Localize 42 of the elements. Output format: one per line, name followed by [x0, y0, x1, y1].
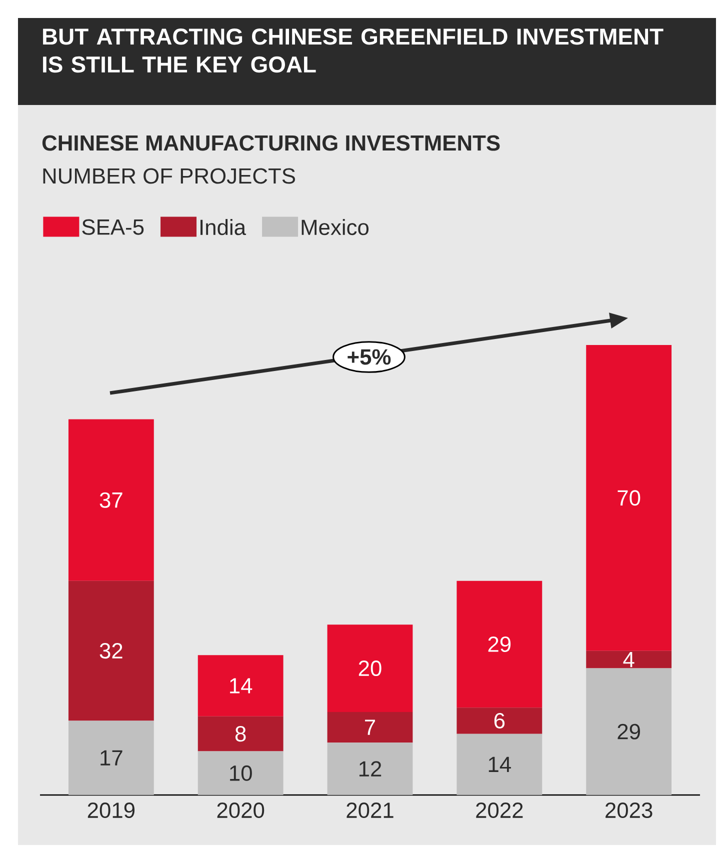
data-label: 29 [488, 636, 511, 652]
legend-label: Mexico [302, 219, 369, 236]
bar [68, 720, 154, 795]
bar [456, 580, 542, 708]
bar [198, 751, 284, 795]
bar [198, 716, 284, 752]
data-label: 17 [100, 750, 122, 766]
bar [327, 712, 413, 743]
bar [198, 655, 284, 716]
data-label: 12 [359, 761, 382, 776]
x-tick-label: 2020 [217, 802, 264, 818]
bar [327, 742, 413, 795]
chart-subtitle: CHINESE MANUFACTURING INVESTMENTS [42, 135, 500, 151]
x-tick-label: 2023 [606, 802, 652, 818]
data-label: 7 [365, 720, 375, 735]
bar [68, 419, 154, 581]
data-label: 8 [235, 726, 246, 742]
bar [456, 734, 542, 795]
data-label: 20 [358, 660, 382, 676]
bar [456, 708, 542, 734]
x-tick-label: 2019 [88, 802, 135, 818]
data-label: 37 [100, 492, 122, 508]
text: NUMBER OF PROJECTS [43, 168, 295, 184]
data-label: 6 [494, 712, 505, 728]
bar [586, 650, 672, 668]
data-label: 14 [488, 756, 511, 772]
bar [586, 668, 672, 795]
x-tick-label: 2022 [476, 802, 523, 818]
data-label: 10 [230, 765, 252, 781]
data-label: 4 [623, 652, 634, 668]
data-label: 70 [618, 490, 640, 506]
x-tick-label: 2021 [346, 802, 394, 818]
bar [586, 344, 672, 651]
data-label: 32 [100, 643, 122, 659]
bar [68, 580, 154, 721]
data-label: 29 [618, 724, 640, 740]
legend-label: SEA-5 [82, 219, 144, 235]
legend-label: India [200, 219, 246, 236]
bar [327, 624, 413, 712]
annotation: +5% [348, 349, 391, 365]
data-label: 14 [230, 678, 252, 694]
chart-title: BUT ATTRACTING CHINESE GREENFIELD INVESTMENT IS STILL THE KEY GOAL [43, 28, 664, 73]
